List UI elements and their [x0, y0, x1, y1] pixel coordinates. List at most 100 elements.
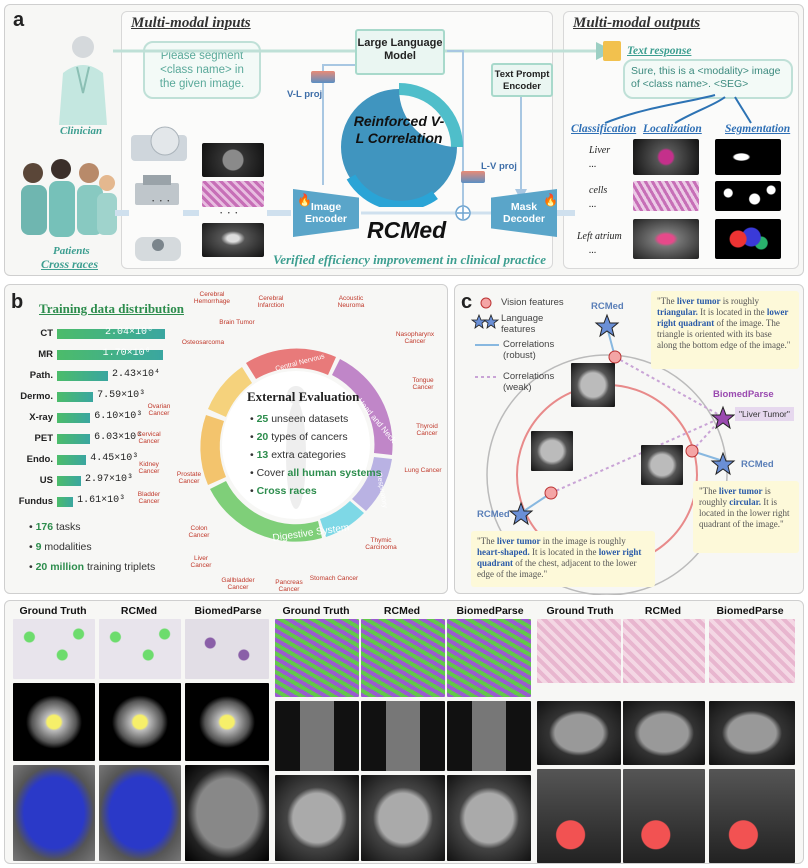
result-image — [623, 769, 705, 863]
classification-head: Classification — [571, 123, 637, 135]
cancer-pancreas: Pancreas Cancer — [275, 579, 303, 593]
eval-datasets: • 25 unseen datasets — [250, 413, 349, 425]
result-image — [709, 619, 795, 683]
cancer-cervical: Cervical Cancer — [137, 431, 161, 445]
cancer-osteosarcoma: Osteosarcoma — [181, 339, 225, 346]
col-head-bp-1: BiomedParse — [194, 605, 262, 617]
vl-proj-block — [311, 71, 335, 83]
result-image — [185, 619, 269, 679]
clinician-illustration — [59, 36, 107, 125]
text-prompt-encoder-box: Text Prompt Encoder — [491, 63, 553, 97]
eval-systems: • Cover all human systems — [250, 467, 382, 479]
eval-cancers: • 20 types of cancers — [250, 431, 348, 443]
input-mri-image — [202, 223, 264, 257]
output-arrows — [604, 94, 752, 124]
text-response-bubble: Sure, this is a <modality> image of <cla… — [623, 59, 793, 99]
bar-value-label: 4.45×10³ — [90, 453, 139, 464]
label-rcmed-top: RCMed — [591, 301, 624, 312]
label-rcmed-right: RCMed — [741, 459, 774, 470]
cancer-colon: Colon Cancer — [188, 525, 210, 539]
cancer-acoustic-neuroma: Acoustic Neuroma — [337, 295, 365, 309]
row-label-left-atrium: Left atrium — [577, 231, 622, 242]
reinforced-swirl — [341, 83, 463, 207]
reinforced-text: Reinforced V-L Correlation — [353, 113, 445, 146]
bar-value-label: 2.43×10⁴ — [112, 369, 161, 380]
result-image — [275, 701, 359, 771]
inputs-title: Multi-modal inputs — [131, 15, 251, 31]
lv-proj-label: L-V proj — [481, 161, 517, 172]
cancer-cerebral-hemorrhage: Cerebral Hemorrhage — [193, 291, 231, 305]
label-biomedparse: BiomedParse — [713, 389, 774, 400]
bar-fill — [57, 497, 74, 507]
row-label-dots2: ... — [589, 199, 597, 210]
result-image — [99, 683, 181, 761]
cancer-ovarian: Ovarian Cancer — [147, 403, 171, 417]
bar-name: MR — [38, 349, 53, 360]
cancer-prostate: Prostate Cancer — [176, 471, 202, 485]
cancer-brain-tumor: Brain Tumor — [219, 319, 255, 326]
stat-modalities: • 9 modalities — [29, 541, 92, 553]
panel-c: c Vision features Language features Corr… — [454, 284, 804, 595]
result-image — [537, 769, 621, 863]
result-image — [275, 775, 359, 861]
star-icon-bottom — [508, 501, 534, 526]
imaging-devices — [131, 126, 187, 261]
row-label-cells: cells — [589, 185, 608, 196]
eval-races: • Cross races — [250, 485, 317, 497]
result-image — [185, 765, 269, 861]
cancer-nasopharynx: Nasopharynx Cancer — [395, 331, 435, 345]
liver-tumor-tag: "Liver Tumor" — [735, 407, 794, 421]
bar-fill — [57, 434, 91, 444]
panel-d: Ground Truth RCMed BiomedParse Ground Tr… — [4, 600, 804, 864]
col-head-bp-2: BiomedParse — [456, 605, 524, 617]
fire-icon: 🔥 — [297, 193, 312, 207]
cancer-lung: Lung Cancer — [404, 467, 442, 474]
result-image — [537, 701, 621, 765]
seg-cells — [715, 181, 781, 211]
cancer-stomach: Stomach Cancer — [309, 575, 359, 582]
bar-value-label: 2.97×10³ — [84, 474, 133, 485]
cancer-thymic: Thymic Carcinoma — [365, 537, 397, 551]
row-label-dots1: ... — [589, 159, 597, 170]
body-systems-wheel: Central Nervous Head and Neck Respirator… — [200, 348, 398, 544]
result-image — [99, 765, 181, 861]
bar-value-label: 6.03×10³ — [94, 432, 143, 443]
result-image — [623, 701, 705, 765]
result-image — [537, 619, 621, 683]
loc-liver — [633, 139, 699, 175]
panel-a: a Multi-modal inputs Multi-modal outputs… — [4, 4, 804, 276]
result-image — [361, 775, 445, 861]
loc-atrium — [633, 219, 699, 259]
cancer-tongue: Tongue Cancer — [412, 377, 434, 391]
legend-language: Language features — [501, 313, 544, 335]
quote-top: "The liver tumor is roughly triangular. … — [651, 291, 799, 369]
text-response-title: Text response — [627, 45, 692, 57]
bar-value-label: 7.59×10³ — [97, 390, 146, 401]
bar-name: X-ray — [29, 412, 53, 423]
ct-thumb-right — [641, 445, 683, 485]
input-pathology-image — [202, 181, 264, 207]
bar-value-label: 2.04×10⁶ — [105, 327, 154, 338]
result-image — [13, 619, 95, 679]
bar-name: Fundus — [18, 496, 53, 507]
result-image — [99, 619, 181, 679]
result-image — [275, 619, 359, 697]
ct-thumb-left — [531, 431, 573, 471]
col-head-gt-3: Ground Truth — [546, 605, 614, 617]
clinician-label: Clinician — [60, 125, 103, 137]
fire-icon-decoder: 🔥 — [543, 193, 558, 207]
legend-robust: Correlations (robust) — [503, 339, 555, 361]
bar-name: Endo. — [26, 454, 53, 465]
stat-tasks: • 176 tasks — [29, 521, 81, 533]
eval-title: External Evaluation — [247, 389, 360, 404]
legend-weak: Correlations (weak) — [503, 371, 555, 393]
bar-name: Dermo. — [20, 391, 53, 402]
loc-cells — [633, 181, 699, 211]
col-head-bp-3: BiomedParse — [716, 605, 784, 617]
cancer-thyroid: Thyroid Cancer — [416, 423, 438, 437]
mask-decoder: Mask Decoder — [491, 189, 557, 237]
result-image — [361, 619, 445, 697]
patients-illustration — [21, 159, 117, 237]
star-icon-right — [710, 451, 736, 476]
outputs-title: Multi-modal outputs — [573, 15, 701, 31]
